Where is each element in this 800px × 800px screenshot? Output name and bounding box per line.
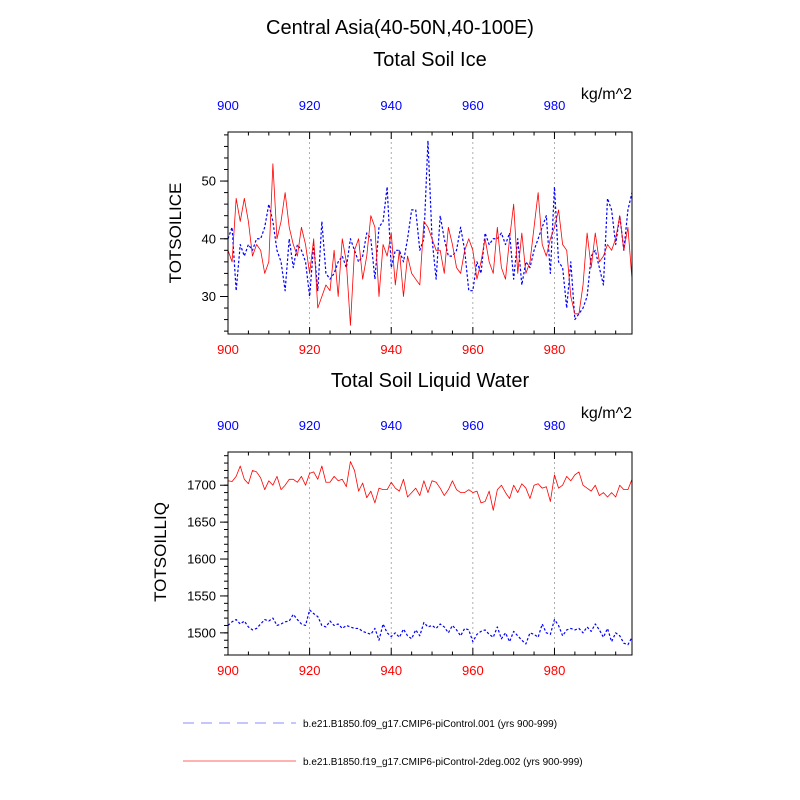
- legend: b.e21.B1850.f09_g17.CMIP6-piControl.001 …: [183, 719, 583, 768]
- x-tick-label-bottom: 900: [217, 663, 239, 678]
- panel-title: Total Soil Ice: [373, 49, 486, 71]
- panel-units: kg/m^2: [581, 405, 632, 422]
- x-tick-label-top: 920: [299, 98, 321, 113]
- panel-title: Total Soil Liquid Water: [331, 370, 530, 392]
- x-tick-label-bottom: 960: [462, 663, 484, 678]
- y-tick-label: 1700: [187, 478, 216, 493]
- plot-frame: [227, 131, 633, 335]
- series-line-red-solid: [227, 461, 633, 511]
- series-line-blue-dashed: [227, 609, 633, 646]
- x-tick-label-top: 940: [380, 418, 402, 433]
- x-tick-label-bottom: 940: [380, 342, 402, 357]
- panel-units: kg/m^2: [581, 86, 632, 103]
- figure-main-title: Central Asia(40-50N,40-100E): [266, 17, 534, 39]
- plot-area: 900 900 920 920 940 940 960 960 980 980 1500 1550 16…: [187, 418, 633, 678]
- x-tick-label-top: 940: [380, 98, 402, 113]
- x-tick-label-bottom: 960: [462, 342, 484, 357]
- x-tick-label-bottom: 980: [544, 663, 566, 678]
- x-tick-label-bottom: 980: [544, 342, 566, 357]
- x-tick-label-top: 960: [462, 418, 484, 433]
- series-line-red-solid: [227, 163, 633, 326]
- x-tick-label-bottom: 920: [299, 663, 321, 678]
- panel-total-soil-liquid-water: Total Soil Liquid Water kg/m^2 TOTSOILLI…: [151, 370, 633, 678]
- y-tick-label: 1550: [187, 588, 216, 603]
- y-tick-label: 1650: [187, 515, 216, 530]
- panel-total-soil-ice: Total Soil Ice kg/m^2 TOTSOILICE 9009009…: [166, 49, 633, 357]
- legend-label: b.e21.B1850.f09_g17.CMIP6-piControl.001 …: [303, 719, 557, 730]
- x-tick-label-top: 900: [217, 98, 239, 113]
- legend-label: b.e21.B1850.f19_g17.CMIP6-piControl-2deg…: [303, 757, 583, 768]
- y-tick-label: 1500: [187, 625, 216, 640]
- plot-frame: [227, 451, 633, 656]
- y-tick-label: 40: [202, 231, 216, 246]
- y-tick-label: 30: [202, 289, 216, 304]
- x-tick-label-bottom: 940: [380, 663, 402, 678]
- x-tick-label-top: 980: [544, 418, 566, 433]
- series-line-blue-dashed: [227, 140, 633, 321]
- y-tick-label: 1600: [187, 552, 216, 567]
- x-tick-label-top: 960: [462, 98, 484, 113]
- x-tick-label-bottom: 920: [299, 342, 321, 357]
- x-tick-label-top: 980: [544, 98, 566, 113]
- x-tick-label-top: 900: [217, 418, 239, 433]
- y-axis-label: TOTSOILLIQ: [151, 502, 170, 602]
- x-tick-label-bottom: 900: [217, 342, 239, 357]
- plot-area: 900 900 920 920 940 940 960 960 980 980 30 40 50: [202, 98, 633, 357]
- x-tick-label-top: 920: [299, 418, 321, 433]
- y-tick-label: 50: [202, 174, 216, 189]
- y-axis-label: TOTSOILICE: [166, 183, 185, 284]
